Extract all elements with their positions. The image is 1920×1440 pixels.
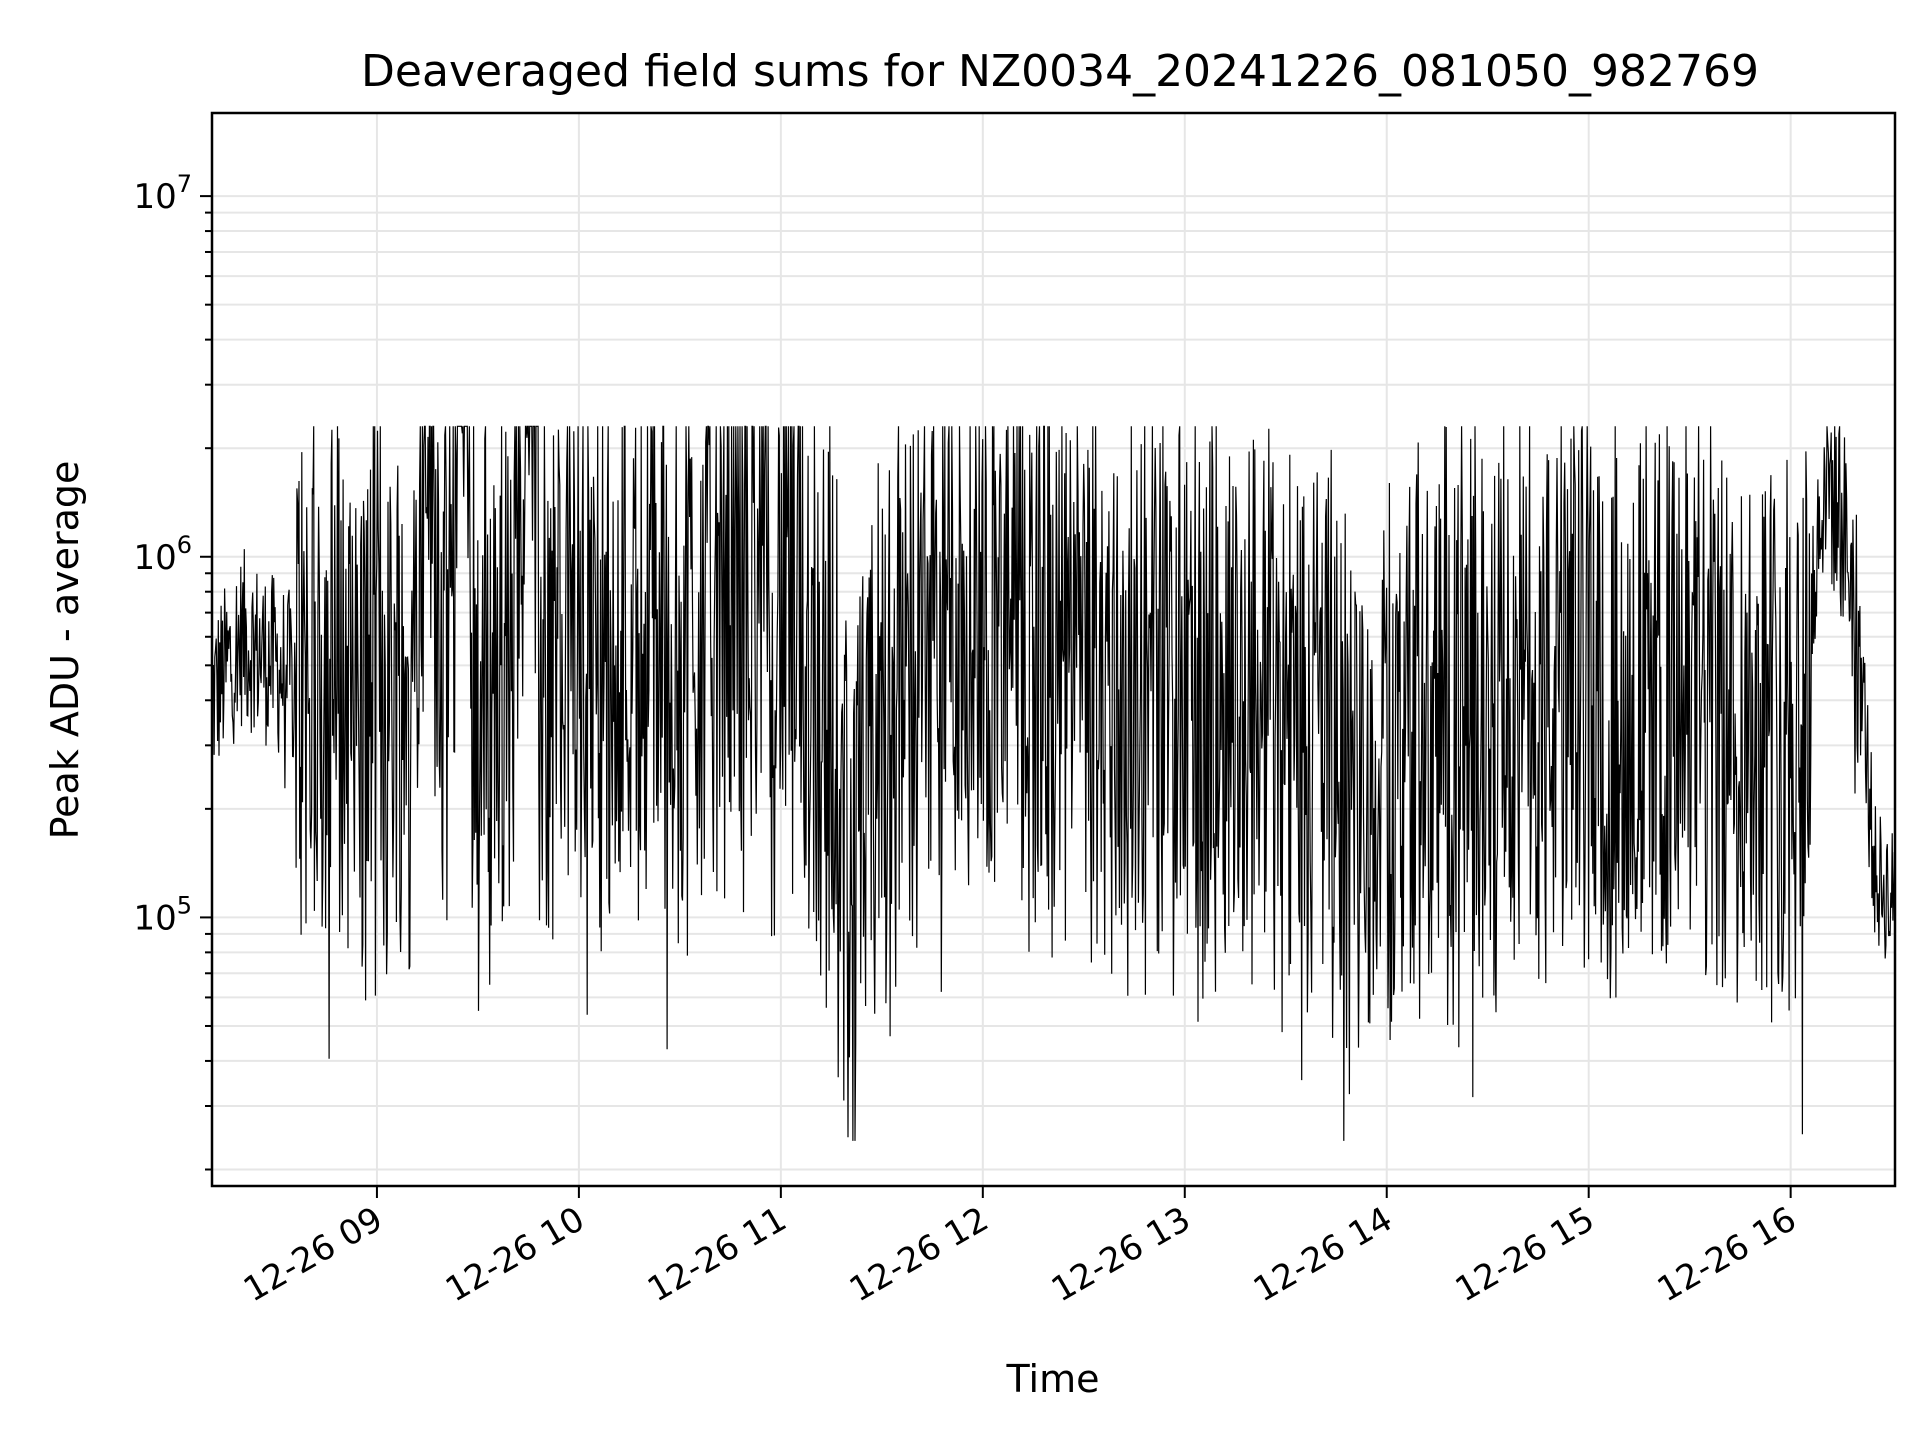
x-tick-label: 12-26 12 [843, 1199, 995, 1310]
series-line [211, 425, 1896, 1141]
x-tick-label: 12-26 13 [1045, 1199, 1197, 1310]
plot-area [211, 425, 1896, 1141]
chart-title: Deaveraged field sums for NZ0034_2024122… [361, 46, 1759, 97]
x-axis-label: Time [1006, 1357, 1100, 1401]
y-tick-label: 107 [133, 170, 192, 217]
x-tick-label: 12-26 14 [1247, 1199, 1399, 1310]
y-tick-label: 106 [133, 531, 192, 578]
x-tick-label: 12-26 10 [439, 1199, 591, 1310]
x-tick-label: 12-26 16 [1651, 1199, 1803, 1310]
y-tick-label: 105 [133, 891, 192, 938]
x-tick-label: 12-26 15 [1449, 1199, 1601, 1310]
x-tick-label: 12-26 09 [237, 1199, 389, 1310]
plot-frame [210, 111, 1897, 1188]
y-axis-label: Peak ADU - average [43, 461, 87, 840]
y-axis: 105 106 107 [133, 170, 212, 1171]
x-tick-label: 12-26 11 [641, 1199, 793, 1310]
x-axis: 12-26 09 12-26 10 12-26 11 12-26 12 12-26 13… [237, 1186, 1803, 1310]
